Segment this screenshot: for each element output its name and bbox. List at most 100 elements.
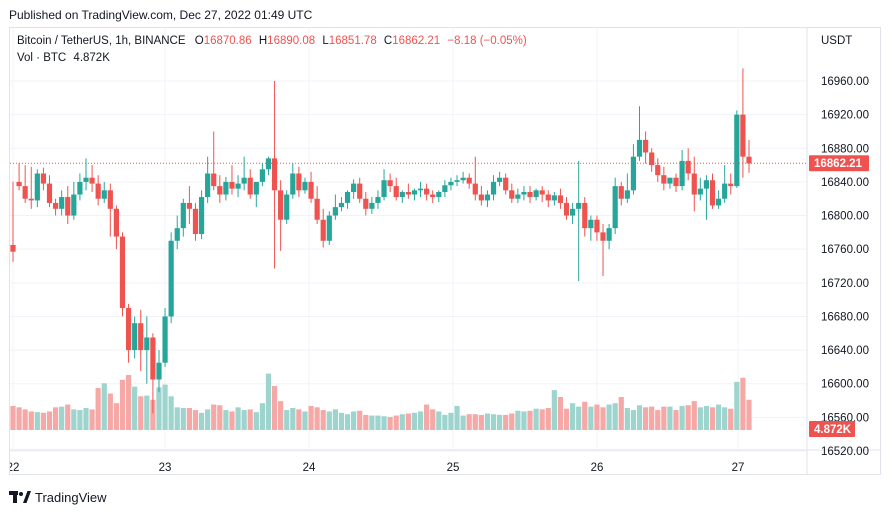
candle-body[interactable] [448,181,454,186]
candle-body[interactable] [223,181,229,195]
candle-body[interactable] [570,208,576,216]
candle-body[interactable] [174,228,180,241]
candle-body[interactable] [144,337,150,351]
candle-body[interactable] [533,190,539,198]
candle-body[interactable] [10,244,16,252]
candle-body[interactable] [582,202,588,229]
candle-body[interactable] [332,207,338,216]
candlestick-chart[interactable]: 16520.0016560.0016600.0016640.0016680.00… [10,28,880,474]
candle-body[interactable] [363,198,369,209]
candle-body[interactable] [606,228,612,241]
candle-body[interactable] [545,194,551,201]
candle-body[interactable] [205,173,211,198]
candle-body[interactable] [77,181,83,195]
candle-body[interactable] [490,181,497,195]
candle-body[interactable] [369,202,375,209]
candle-body[interactable] [715,198,722,206]
candle-body[interactable] [229,181,235,189]
candle-body[interactable] [417,188,424,191]
candle-body[interactable] [630,156,637,191]
candle-body[interactable] [728,183,734,187]
candle-body[interactable] [132,323,138,351]
candle-body[interactable] [22,186,28,199]
candle-body[interactable] [691,173,697,195]
candle-body[interactable] [296,173,302,191]
candle-body[interactable] [576,202,582,209]
candle-body[interactable] [472,183,478,195]
candle-body[interactable] [168,240,174,317]
candle-body[interactable] [320,219,326,241]
candle-body[interactable] [150,337,156,380]
candle-body[interactable] [125,308,132,351]
candle-body[interactable] [740,114,746,157]
candle-body[interactable] [679,160,685,187]
candle-body[interactable] [186,202,192,209]
candle-body[interactable] [83,177,89,182]
candle-body[interactable] [697,188,703,195]
candle-body[interactable] [594,219,600,233]
candle-body[interactable] [405,192,411,195]
candle-body[interactable] [302,181,308,191]
candle-body[interactable] [478,194,484,201]
candle-body[interactable] [89,177,95,184]
candle-body[interactable] [466,177,472,184]
candle-body[interactable] [162,316,168,363]
candle-body[interactable] [515,194,521,199]
candle-body[interactable] [436,192,442,198]
candle-body[interactable] [95,183,101,199]
candle-body[interactable] [259,169,265,182]
candle-body[interactable] [557,195,564,203]
candle-body[interactable] [484,194,491,201]
candle-body[interactable] [59,197,65,209]
candle-body[interactable] [198,197,205,235]
candle-body[interactable] [642,139,649,153]
candle-body[interactable] [338,202,345,208]
symbol-label[interactable]: Bitcoin / TetherUS, 1h, BINANCE [17,35,186,47]
candle-body[interactable] [278,190,284,220]
candle-body[interactable] [709,180,716,206]
candle-body[interactable] [527,192,533,198]
candle-body[interactable] [430,194,436,198]
candle-body[interactable] [655,165,661,176]
candle-body[interactable] [211,173,217,187]
candle-body[interactable] [28,198,34,201]
candle-body[interactable] [357,183,363,199]
candle-body[interactable] [247,177,253,195]
candle-body[interactable] [375,197,381,203]
candle-body[interactable] [636,139,643,157]
candle-body[interactable] [442,185,448,192]
candle-body[interactable] [424,188,430,195]
candle-body[interactable] [503,177,509,191]
candle-body[interactable] [667,177,673,184]
candle-body[interactable] [113,208,120,237]
candle-body[interactable] [271,158,278,191]
candle-body[interactable] [612,186,618,229]
candle-body[interactable] [381,180,387,198]
candle-body[interactable] [265,158,272,170]
candle-body[interactable] [351,183,357,192]
candle-body[interactable] [308,181,314,199]
tradingview-logo[interactable]: TradingView [9,490,107,505]
candle-body[interactable] [399,192,405,198]
candle-body[interactable] [746,156,752,164]
candle-body[interactable] [393,186,399,198]
candle-body[interactable] [539,190,545,195]
candle-body[interactable] [241,177,247,184]
candle-body[interactable] [551,195,557,201]
candle-body[interactable] [217,186,223,195]
candle-body[interactable] [673,177,679,187]
candle-body[interactable] [703,180,710,189]
candle-body[interactable] [34,173,40,201]
candle-body[interactable] [624,190,630,199]
candle-body[interactable] [65,197,71,216]
candle-body[interactable] [284,194,290,220]
candle-body[interactable] [71,194,77,216]
candle-body[interactable] [649,152,655,166]
candle-body[interactable] [119,236,126,309]
candle-body[interactable] [387,180,393,187]
candle-body[interactable] [290,173,296,195]
candle-body[interactable] [734,114,740,187]
candle-body[interactable] [344,192,351,203]
candle-body[interactable] [138,323,144,351]
candle-body[interactable] [618,186,624,199]
